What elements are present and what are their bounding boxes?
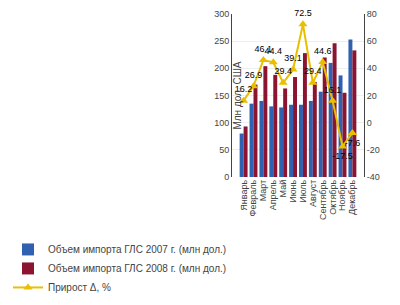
svg-text:16.2: 16.2 [235,84,253,94]
svg-text:Февраль: Февраль [248,180,258,217]
svg-text:0: 0 [367,118,372,128]
svg-text:29.4: 29.4 [304,66,322,76]
svg-text:Август: Август [308,180,318,207]
svg-text:20: 20 [367,91,377,101]
svg-text:-7.6: -7.6 [345,138,361,148]
svg-text:-40: -40 [367,172,380,182]
svg-text:Июль: Июль [298,179,308,202]
svg-text:26.9: 26.9 [245,70,263,80]
svg-text:44.6: 44.6 [314,46,332,56]
svg-text:29.4: 29.4 [274,66,292,76]
svg-text:Октябрь: Октябрь [328,179,338,214]
svg-text:Объем импорта ГЛС 2008 г. (млн: Объем импорта ГЛС 2008 г. (млн дол.) [48,263,226,274]
svg-text:16.1: 16.1 [324,85,342,95]
svg-text:Январь: Январь [239,179,249,210]
svg-text:72.5: 72.5 [294,8,312,18]
svg-text:Объем импорта ГЛС 2007 г. (млн: Объем импорта ГЛС 2007 г. (млн дол.) [48,244,226,255]
svg-text:-20: -20 [367,145,380,155]
svg-text:44.4: 44.4 [265,46,283,56]
svg-text:Млн дол. США: Млн дол. США [232,61,243,129]
svg-text:Май: Май [278,180,288,198]
svg-text:80: 80 [367,9,377,19]
svg-text:Сентябрь: Сентябрь [318,179,328,220]
svg-text:100: 100 [214,118,229,128]
svg-text:Ноябрь: Ноябрь [337,179,347,211]
svg-text:0: 0 [224,172,229,182]
svg-text:Апрель: Апрель [268,179,278,210]
svg-text:50: 50 [219,145,229,155]
svg-text:200: 200 [214,63,229,73]
svg-text:300: 300 [214,9,229,19]
svg-text:Июнь: Июнь [288,180,298,203]
svg-text:Март: Март [258,180,268,202]
svg-text:40: 40 [367,63,377,73]
svg-text:60: 60 [367,36,377,46]
svg-text:250: 250 [214,36,229,46]
svg-text:150: 150 [214,91,229,101]
svg-text:46.1: 46.1 [255,44,273,54]
svg-text:Декабрь: Декабрь [347,179,357,214]
svg-text:39.1: 39.1 [284,53,302,63]
svg-text:Прирост Δ, %: Прирост Δ, % [48,282,111,293]
svg-text:-17.5: -17.5 [332,151,353,161]
